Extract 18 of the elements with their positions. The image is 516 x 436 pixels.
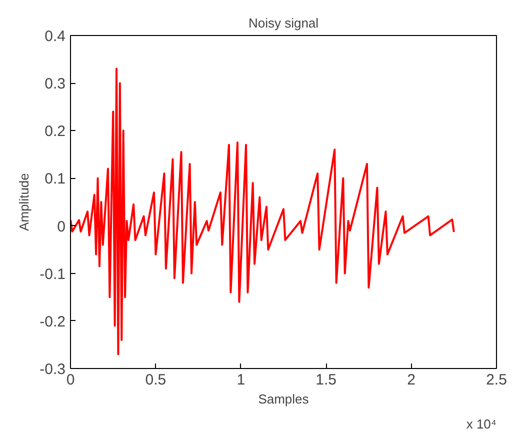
y-tick-label: -0.3 [40,361,66,378]
y-tick-label: 0.2 [44,123,66,140]
y-tick-label: 0 [57,218,66,236]
x-tick-label: 1.5 [316,372,337,388]
x-tick-label: 2 [407,372,416,388]
line-series [70,68,455,356]
x-axis-title: Samples [258,392,310,406]
y-axis-title: Amplitude [16,173,32,231]
y-tick-label: 0.3 [44,76,66,93]
y-tick-label: 0.1 [44,170,66,188]
x-tick-label: 0.5 [145,372,166,388]
y-tick-label: -0.2 [40,313,66,330]
y-tick-label: 0.4 [44,28,66,45]
y-tick-label: -0.1 [40,266,66,283]
chart-title: Noisy signal [248,16,319,30]
text: x 10⁴ [466,416,497,432]
x-tick-label: 2.5 [486,372,507,388]
x-tick-label: 1 [236,372,246,388]
